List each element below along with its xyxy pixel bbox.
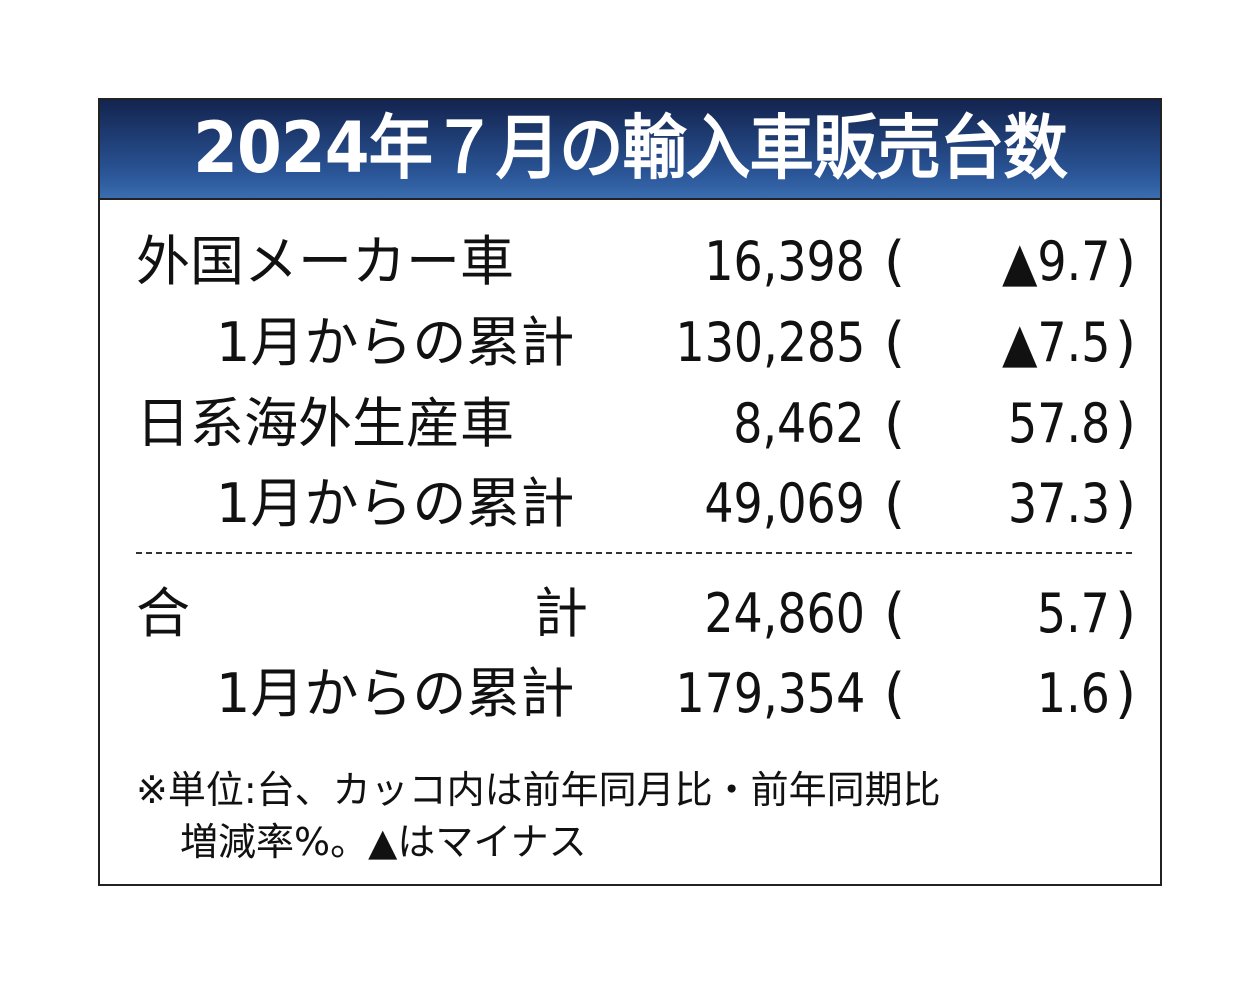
change-value: 57.8 bbox=[1007, 392, 1110, 455]
units-value: 179,354 bbox=[675, 662, 865, 725]
paren-close: ) bbox=[1115, 662, 1137, 725]
row-label: 合 計 bbox=[136, 574, 588, 654]
paren-open: ( bbox=[884, 392, 906, 455]
paren-open: ( bbox=[884, 311, 906, 374]
table-row: 日系海外生産車 8,462 ( 57.8 ) bbox=[100, 384, 1160, 464]
paren-close: ) bbox=[1115, 472, 1137, 535]
row-label: 1月からの累計 bbox=[216, 472, 575, 535]
table-row: 1月からの累計 49,069 ( 37.3 ) bbox=[100, 464, 1160, 544]
total-label-right: 計 bbox=[534, 582, 588, 645]
change-value: 5.7 bbox=[1036, 582, 1110, 645]
units-value: 24,860 bbox=[704, 582, 865, 645]
paren-close: ) bbox=[1115, 311, 1137, 374]
units-value: 130,285 bbox=[675, 311, 865, 374]
table-panel: 2024年７月の輸入車販売台数 外国メーカー車 16,398 ( ▲9.7 ) … bbox=[98, 98, 1162, 886]
table-title: 2024年７月の輸入車販売台数 bbox=[193, 107, 1068, 189]
row-label: 日系海外生産車 bbox=[136, 392, 514, 455]
change-value: ▲7.5 bbox=[1001, 311, 1110, 374]
paren-close: ) bbox=[1115, 230, 1137, 293]
units-value: 16,398 bbox=[704, 230, 865, 293]
units-value: 8,462 bbox=[733, 392, 865, 455]
change-value: 1.6 bbox=[1036, 662, 1110, 725]
footnote-line-2: 増減率%。▲はマイナス bbox=[180, 820, 587, 864]
table-row: 1月からの累計 179,354 ( 1.6 ) bbox=[100, 654, 1160, 734]
row-label: 1月からの累計 bbox=[216, 662, 575, 725]
title-bar: 2024年７月の輸入車販売台数 bbox=[100, 100, 1160, 200]
table-row-total: 合 計 24,860 ( 5.7 ) bbox=[100, 574, 1160, 654]
units-value: 49,069 bbox=[704, 472, 865, 535]
paren-close: ) bbox=[1115, 582, 1137, 645]
paren-open: ( bbox=[884, 582, 906, 645]
paren-open: ( bbox=[884, 230, 906, 293]
dashed-divider bbox=[136, 552, 1132, 554]
change-value: 37.3 bbox=[1007, 472, 1110, 535]
paren-close: ) bbox=[1115, 392, 1137, 455]
footnote-line-1: ※単位:台、カッコ内は前年同月比・前年同期比 bbox=[136, 768, 941, 812]
paren-open: ( bbox=[884, 472, 906, 535]
change-value: ▲9.7 bbox=[1001, 230, 1110, 293]
paren-open: ( bbox=[884, 662, 906, 725]
total-label-left: 合 bbox=[136, 582, 190, 645]
table-row: 1月からの累計 130,285 ( ▲7.5 ) bbox=[100, 303, 1160, 383]
table-row: 外国メーカー車 16,398 ( ▲9.7 ) bbox=[100, 222, 1160, 302]
row-label: 1月からの累計 bbox=[216, 311, 575, 374]
row-label: 外国メーカー車 bbox=[136, 230, 514, 293]
